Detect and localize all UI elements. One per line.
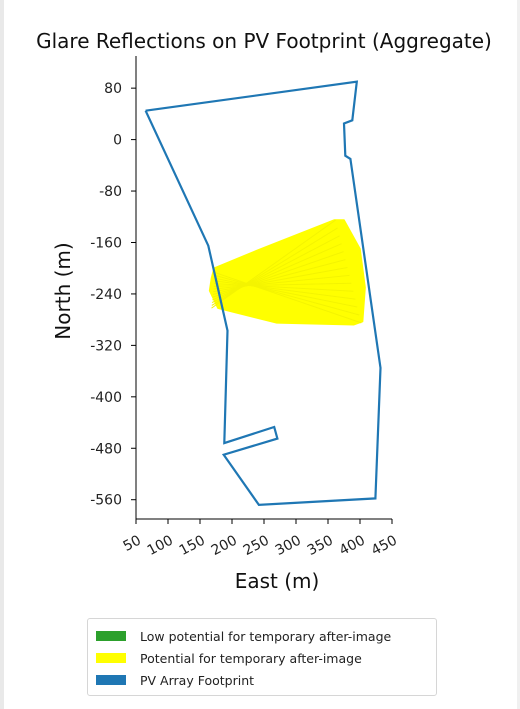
glare-streak: [214, 280, 356, 300]
glare-streak: [212, 251, 344, 298]
y-tick-label: -400: [90, 390, 122, 406]
legend-label-footprint: PV Array Footprint: [140, 672, 255, 688]
glare-region-area: [208, 219, 366, 326]
y-tick-label: -560: [90, 493, 122, 509]
x-tick-label: 200: [209, 532, 240, 559]
legend-item-low: Low potential for temporary after-image: [96, 625, 428, 647]
glare-streak: [214, 274, 360, 316]
glare-chart: Glare Reflections on PV Footprint (Aggre…: [36, 29, 492, 593]
y-tick-label: 80: [104, 81, 122, 97]
legend-label-low: Low potential for temporary after-image: [140, 628, 392, 644]
glare-streak: [212, 259, 346, 295]
y-tick-group: 80 0 -80 -160 -240 -320 -400 -480 -560: [90, 81, 136, 509]
glare-streak: [214, 277, 358, 308]
y-tick-label: 0: [113, 133, 122, 149]
y-tick-label: -80: [99, 184, 122, 200]
panel-right-border: [517, 0, 520, 709]
x-tick-label: 400: [337, 532, 368, 559]
glare-streak: [213, 274, 350, 290]
legend-item-footprint: PV Array Footprint: [96, 669, 428, 691]
series-layer: [144, 80, 382, 507]
x-tick-label: 250: [241, 532, 272, 559]
glare-streak: [213, 267, 348, 293]
glare-streak: [215, 272, 362, 324]
glare-region-0: [208, 219, 366, 326]
y-tick-label: -160: [90, 235, 122, 251]
glare-streak: [214, 283, 354, 292]
glare-streak: [211, 227, 338, 306]
glare-streak: [213, 282, 352, 287]
x-tick-group: 50 100 150 200 250 300 350 400 450: [121, 519, 400, 559]
legend-swatch-footprint: [96, 675, 126, 685]
legend: Low potential for temporary after-image …: [87, 618, 437, 696]
pv-array-footprint-line: [144, 80, 382, 507]
glare-streak: [211, 235, 340, 304]
y-tick-label: -240: [90, 287, 122, 303]
legend-label-potential: Potential for temporary after-image: [140, 650, 362, 666]
x-tick-label: 150: [177, 532, 208, 559]
x-tick-label: 50: [121, 532, 144, 554]
x-tick-label: 350: [305, 532, 336, 559]
x-tick-label: 450: [369, 532, 400, 559]
glare-streak: [212, 243, 342, 301]
y-tick-label: -320: [90, 338, 122, 354]
chart-title: Glare Reflections on PV Footprint (Aggre…: [36, 29, 492, 53]
x-axis-label: East (m): [235, 569, 320, 593]
legend-swatch-low: [96, 631, 126, 641]
y-tick-label: -480: [90, 441, 122, 457]
legend-swatch-potential: [96, 653, 126, 663]
legend-item-potential: Potential for temporary after-image: [96, 647, 428, 669]
y-axis-label: North (m): [51, 242, 75, 339]
x-tick-label: 100: [145, 532, 176, 559]
x-tick-label: 300: [273, 532, 304, 559]
panel-left-border: [0, 0, 4, 709]
